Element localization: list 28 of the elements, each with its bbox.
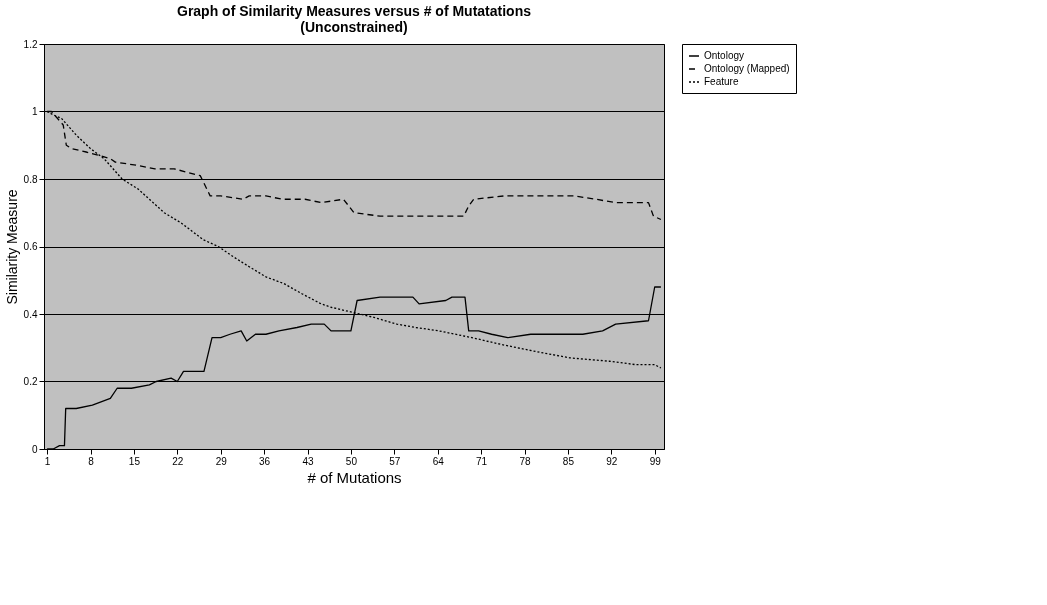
y-tick-label: 0.4	[23, 308, 38, 320]
legend-label: Feature	[704, 76, 739, 87]
x-tick-label: 71	[476, 455, 488, 467]
legend-label: Ontology (Mapped)	[704, 63, 790, 74]
legend-label: Ontology	[704, 50, 745, 61]
x-tick-label: 99	[649, 455, 662, 467]
x-tick-label: 43	[302, 455, 314, 467]
x-tick-label: 22	[172, 455, 184, 467]
x-tick-label: 15	[128, 455, 141, 467]
x-tick-label: 85	[562, 455, 575, 467]
x-tick-label: 64	[432, 455, 445, 467]
y-tick-label: 0.6	[23, 241, 38, 252]
x-tick-label: 78	[519, 455, 531, 467]
y-tick-label: 0	[31, 443, 38, 455]
y-axis-title: Similarity Measure	[3, 189, 20, 305]
y-tick-label: 0.2	[23, 376, 38, 387]
x-tick-label: 29	[215, 455, 228, 467]
x-tick-label: 92	[606, 455, 618, 467]
x-tick-label: 36	[259, 455, 271, 467]
y-tick-label: 0.8	[23, 173, 38, 185]
x-tick-label: 57	[389, 455, 401, 467]
x-axis-title: # of Mutations	[307, 468, 402, 486]
x-tick-label: 1	[44, 455, 51, 467]
y-tick-label: 1.2	[23, 38, 38, 50]
x-tick-label: 50	[345, 455, 358, 467]
x-tick-label: 8	[88, 455, 95, 467]
y-tick-label: 1	[31, 106, 38, 117]
chart-title: Graph of Similarity Measures versus # of Mutatations (Unconstrained)	[177, 3, 532, 35]
